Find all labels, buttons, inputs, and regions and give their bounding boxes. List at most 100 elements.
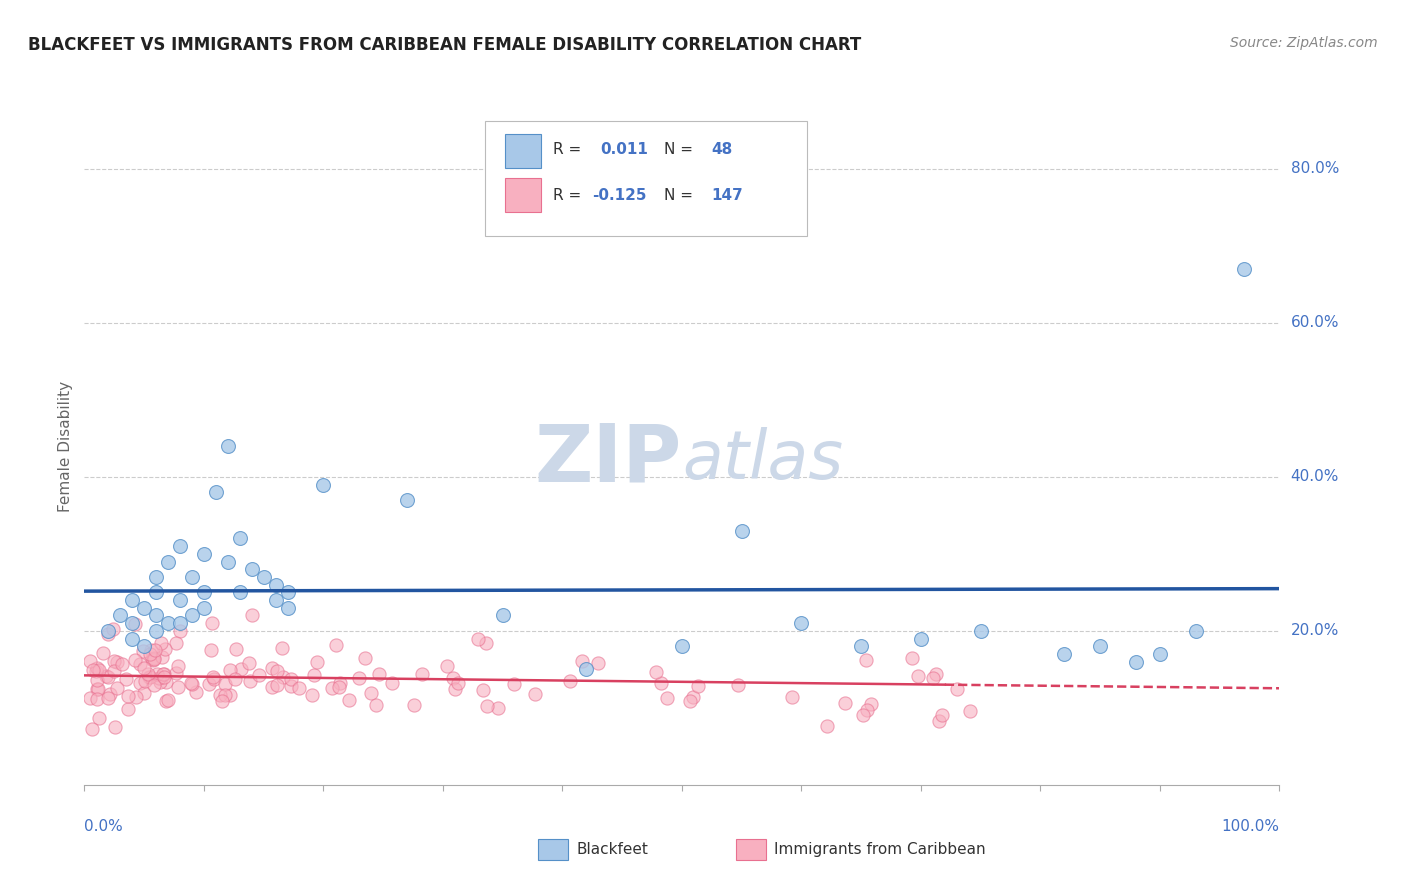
Point (588, 656, 610, 670)
Point (925, 666, 948, 681)
Point (89, 711, 111, 725)
Point (288, 681, 311, 696)
Point (84, 665, 107, 679)
Point (231, 662, 253, 676)
Point (97, 624, 120, 638)
Point (141, 651, 163, 665)
Point (790, 616, 813, 631)
Point (928, 714, 950, 728)
Point (229, 585, 252, 599)
Point (780, 690, 803, 704)
Point (124, 617, 146, 632)
Point (970, 624, 993, 638)
Text: N =: N = (664, 142, 693, 157)
Point (142, 678, 165, 692)
Text: Blackfeet: Blackfeet (576, 842, 648, 857)
Point (671, 640, 693, 654)
Point (1125, 655, 1147, 669)
Point (224, 672, 246, 686)
Point (238, 657, 260, 671)
Point (218, 688, 240, 702)
Point (650, 676, 672, 690)
Point (98, 687, 121, 701)
Text: 80.0%: 80.0% (1291, 161, 1339, 176)
Point (152, 667, 174, 681)
Point (852, 707, 875, 722)
Point (132, 640, 156, 654)
Point (349, 671, 371, 685)
Point (447, 676, 470, 690)
Point (143, 650, 166, 665)
Point (686, 679, 709, 693)
Point (105, 656, 128, 670)
Point (82, 723, 104, 737)
Point (205, 485, 228, 500)
Point (143, 643, 166, 657)
Point (679, 694, 702, 708)
Point (524, 687, 547, 701)
Point (129, 676, 152, 690)
Point (180, 676, 202, 690)
Point (104, 720, 127, 734)
Point (193, 600, 215, 615)
Bar (505, 178, 541, 212)
Point (121, 593, 143, 607)
FancyBboxPatch shape (485, 120, 807, 235)
Point (475, 636, 498, 650)
Point (264, 593, 287, 607)
Point (121, 616, 143, 631)
Point (229, 532, 252, 546)
Point (271, 670, 294, 684)
Point (645, 665, 668, 680)
Point (1053, 647, 1076, 661)
Point (360, 686, 382, 700)
Point (132, 660, 155, 674)
Point (266, 665, 288, 679)
Point (165, 636, 187, 650)
Point (851, 640, 873, 654)
Text: 0.011: 0.011 (600, 142, 648, 157)
Text: BLACKFEET VS IMMIGRANTS FROM CARIBBEAN FEMALE DISABILITY CORRELATION CHART: BLACKFEET VS IMMIGRANTS FROM CARIBBEAN F… (28, 36, 862, 54)
Point (353, 651, 375, 665)
Text: -0.125: -0.125 (592, 187, 647, 202)
Point (139, 670, 162, 684)
Point (165, 666, 187, 681)
Point (271, 640, 294, 655)
Point (277, 600, 299, 615)
Point (146, 666, 169, 681)
Point (181, 570, 204, 584)
Point (1149, 647, 1171, 661)
Point (262, 681, 284, 695)
Point (467, 632, 489, 646)
Point (86, 691, 108, 706)
Point (132, 686, 155, 700)
Point (337, 693, 360, 707)
Text: R =: R = (553, 187, 581, 202)
Point (94, 669, 117, 683)
Point (305, 655, 328, 669)
Point (139, 642, 162, 657)
Point (727, 678, 749, 692)
Point (114, 672, 136, 686)
Point (134, 673, 156, 688)
Point (922, 671, 945, 685)
Point (411, 666, 433, 681)
Point (321, 681, 343, 695)
Point (444, 682, 467, 697)
Point (219, 663, 242, 677)
Text: 60.0%: 60.0% (1291, 315, 1339, 330)
Point (441, 671, 464, 685)
Point (1233, 261, 1256, 276)
Point (110, 608, 132, 623)
Point (86, 661, 108, 675)
Point (139, 647, 162, 661)
Point (125, 690, 148, 704)
Point (247, 668, 270, 682)
Point (86, 673, 108, 687)
Point (367, 667, 389, 681)
Point (193, 547, 215, 561)
Point (682, 690, 704, 705)
Point (731, 524, 754, 538)
Point (148, 671, 170, 685)
Point (312, 477, 335, 491)
